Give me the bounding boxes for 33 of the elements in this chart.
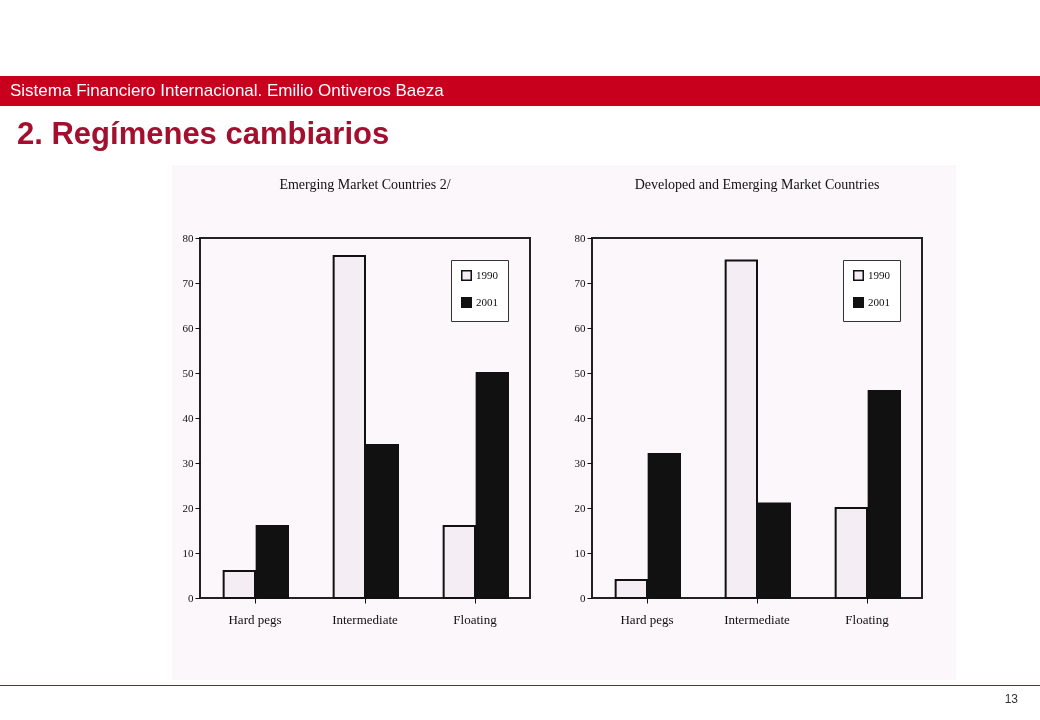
legend-label: 1990 [868, 268, 891, 281]
y-tick-label: 20 [182, 501, 194, 514]
text: 13 [1004, 692, 1018, 706]
text: Sistema Financiero Internacional. Emilio Ontiveros Baeza [0, 76, 1040, 106]
y-tick-label: 70 [574, 276, 586, 289]
y-tick-label: 50 [574, 366, 586, 379]
legend-label: 1990 [476, 268, 499, 281]
y-tick-label: 70 [182, 276, 194, 289]
y-tick-label: 60 [182, 321, 194, 334]
y-tick-label: 0 [188, 591, 194, 604]
x-tick-label: Intermediate [724, 611, 791, 627]
y-tick-label: 80 [182, 231, 194, 244]
y-tick-label: 30 [182, 456, 194, 469]
y-tick-label: 60 [574, 321, 586, 334]
x-tick-label: Hard pegs [620, 611, 674, 627]
y-tick-label: 40 [574, 411, 586, 424]
chart-title: Developed and Emerging Market Countries [634, 177, 880, 192]
chart-title: Emerging Market Countries 2/ [279, 177, 451, 192]
x-tick-label: Floating [453, 611, 498, 627]
y-tick-label: 20 [574, 501, 586, 514]
y-tick-label: 50 [182, 366, 194, 379]
y-tick-label: 80 [574, 231, 586, 244]
legend-label: 2001 [476, 295, 498, 308]
y-tick-label: 10 [182, 546, 194, 559]
text: 2. Regímenes cambiarios [17, 116, 390, 152]
x-tick-label: Intermediate [332, 611, 399, 627]
x-tick-label: Floating [845, 611, 890, 627]
x-tick-label: Hard pegs [228, 611, 282, 627]
y-tick-label: 40 [182, 411, 194, 424]
y-tick-label: 0 [580, 591, 586, 604]
y-tick-label: 10 [574, 546, 586, 559]
legend-label: 2001 [868, 295, 890, 308]
y-tick-label: 30 [574, 456, 586, 469]
